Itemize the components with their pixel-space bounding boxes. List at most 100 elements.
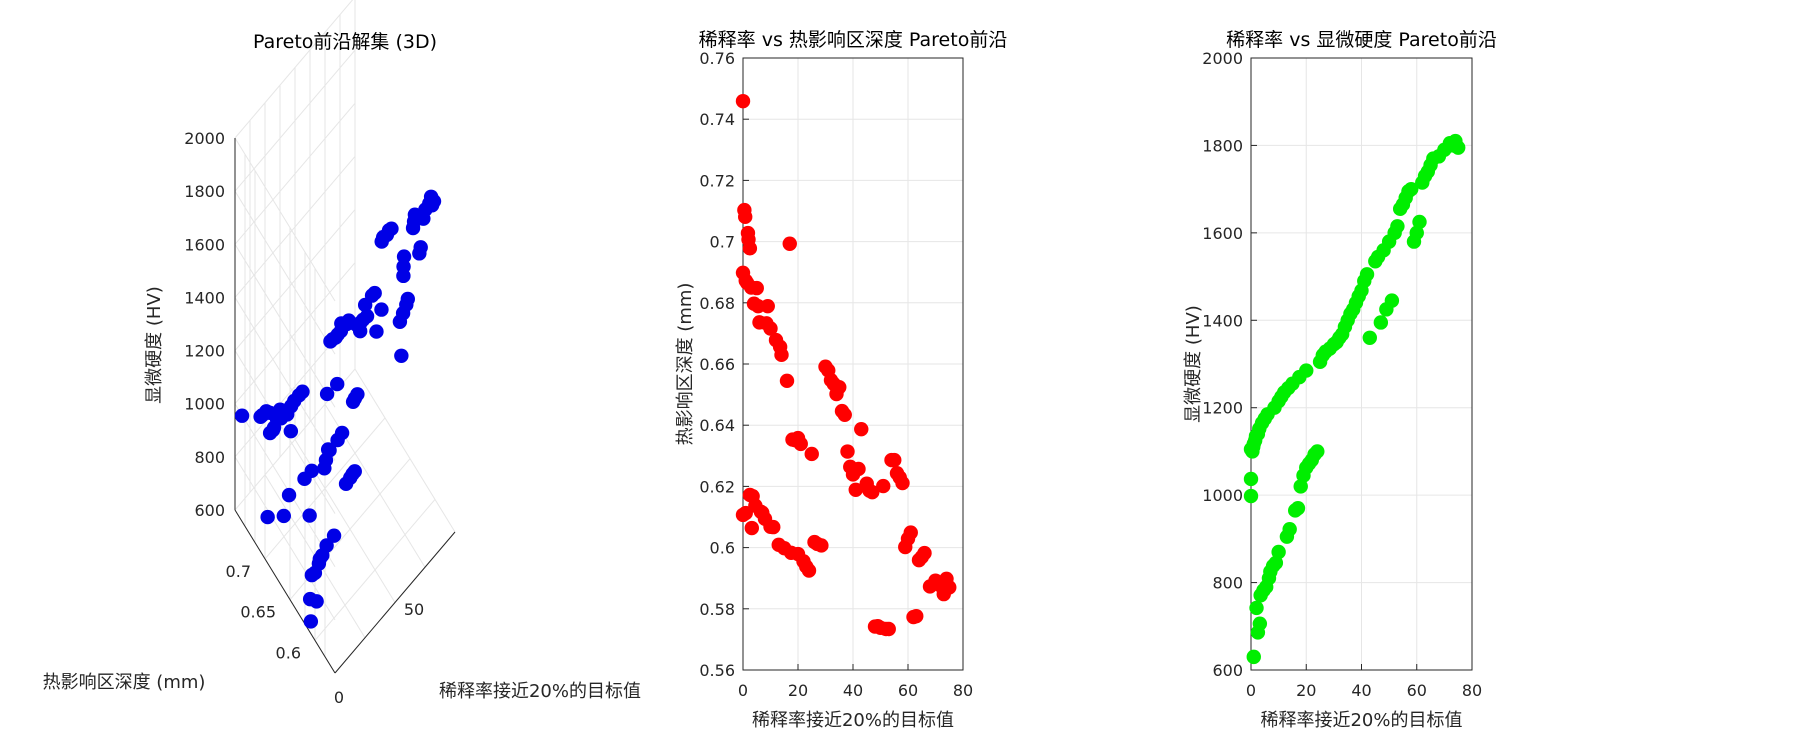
data-point [330, 376, 345, 392]
x-tick-label: 80 [1462, 681, 1482, 700]
y-tick-label: 1200 [1202, 399, 1243, 418]
y-tick-label: 0.74 [699, 110, 735, 129]
y-tick-label: 0.56 [699, 661, 735, 680]
data-point [779, 373, 795, 389]
data-point [1362, 330, 1377, 345]
data-point [1246, 649, 1261, 665]
y-tick-label: 0.62 [699, 477, 735, 496]
y-tick-label: 0.7 [226, 562, 251, 581]
data-point [942, 580, 957, 595]
grid-line-left [234, 244, 336, 408]
grid-line-left [234, 297, 336, 461]
data-point [400, 291, 415, 307]
y-tick-label: 0.76 [699, 49, 735, 68]
z-tick-label: 1400 [184, 288, 225, 307]
data-point [848, 482, 863, 497]
z-tick-label: 2000 [184, 129, 225, 148]
z-tick-label: 800 [194, 448, 225, 467]
data-point [837, 407, 852, 422]
x-tick-label: 40 [1351, 681, 1371, 700]
data-point [1249, 600, 1264, 616]
z-axis-label: 显微硬度 (HV) [144, 286, 165, 404]
data-point [814, 538, 829, 553]
y-tick-label: 1600 [1202, 224, 1243, 243]
data-point [322, 443, 337, 458]
data-point [887, 452, 902, 468]
data-point [793, 436, 808, 452]
data-point [774, 347, 789, 363]
data-point [374, 302, 389, 317]
x-tick-label: 0 [334, 688, 344, 707]
data-point [304, 463, 319, 478]
data-point [744, 520, 759, 536]
x-tick-label: 20 [788, 681, 808, 700]
data-point [319, 538, 334, 553]
y-tick-label: 1800 [1202, 136, 1243, 155]
x-tick-label: 80 [953, 681, 973, 700]
data-point [309, 594, 324, 609]
chart-title: Pareto前沿解集 (3D) [253, 31, 437, 53]
data-point [359, 309, 375, 324]
x-tick-label: 40 [843, 681, 863, 700]
x-tick-label: 20 [1296, 681, 1316, 700]
data-point [1359, 267, 1375, 282]
data-point [1252, 616, 1268, 631]
z-tick-label: 1600 [184, 235, 225, 254]
data-point [1282, 522, 1297, 537]
data-point [854, 421, 869, 437]
z-tick-label: 1000 [184, 395, 225, 414]
z-tick-label: 600 [194, 501, 225, 520]
data-point [738, 209, 753, 225]
y-tick-label: 0.6 [276, 643, 301, 662]
chart-panel-0 [234, 0, 456, 674]
data-point [766, 519, 781, 535]
grid-line-floor [314, 499, 436, 641]
data-point [1390, 219, 1405, 234]
data-point [319, 386, 335, 402]
data-point [917, 545, 932, 561]
data-point [426, 194, 442, 209]
y-tick-label: 2000 [1202, 49, 1243, 68]
data-point [369, 324, 384, 339]
chart-panel-2 [1243, 57, 1473, 671]
data-point [735, 93, 751, 109]
y-tick-label: 0.58 [699, 600, 735, 619]
data-point [1384, 293, 1400, 308]
z-tick-label: 1200 [184, 342, 225, 361]
x-axis-label: 稀释率接近20%的目标值 [1260, 710, 1462, 731]
y-tick-label: 1400 [1202, 311, 1243, 330]
y-axis-label: 热影响区深度 (mm) [43, 672, 206, 693]
data-point [876, 478, 891, 494]
x-tick-label: 60 [1407, 681, 1427, 700]
data-point [909, 608, 924, 624]
data-point [234, 408, 250, 423]
y-tick-label: 0.72 [699, 171, 735, 190]
x-axis-line [334, 531, 456, 674]
data-point [1373, 315, 1389, 330]
data-point [801, 563, 817, 578]
grid-line-left [234, 137, 336, 302]
data-point [782, 236, 797, 251]
data-point [302, 508, 317, 523]
data-point [865, 485, 880, 500]
grid-line-left [234, 403, 336, 567]
data-point [367, 285, 382, 301]
grid-line-left [234, 456, 336, 621]
y-tick-label: 0.65 [240, 603, 276, 622]
grid-line-back [234, 49, 356, 192]
y-tick-label: 0.64 [699, 416, 735, 435]
x-axis-label: 稀释率接近20%的目标值 [752, 710, 954, 731]
data-point [881, 621, 896, 637]
data-point [749, 280, 764, 296]
data-point [396, 249, 412, 264]
data-point [760, 298, 775, 314]
data-point [326, 528, 342, 543]
data-point [350, 387, 365, 402]
data-point [334, 425, 350, 441]
grid-line-left [234, 190, 336, 355]
y-tick-label: 800 [1212, 574, 1243, 593]
x-tick-label: 50 [404, 600, 424, 619]
data-point [1299, 363, 1314, 378]
